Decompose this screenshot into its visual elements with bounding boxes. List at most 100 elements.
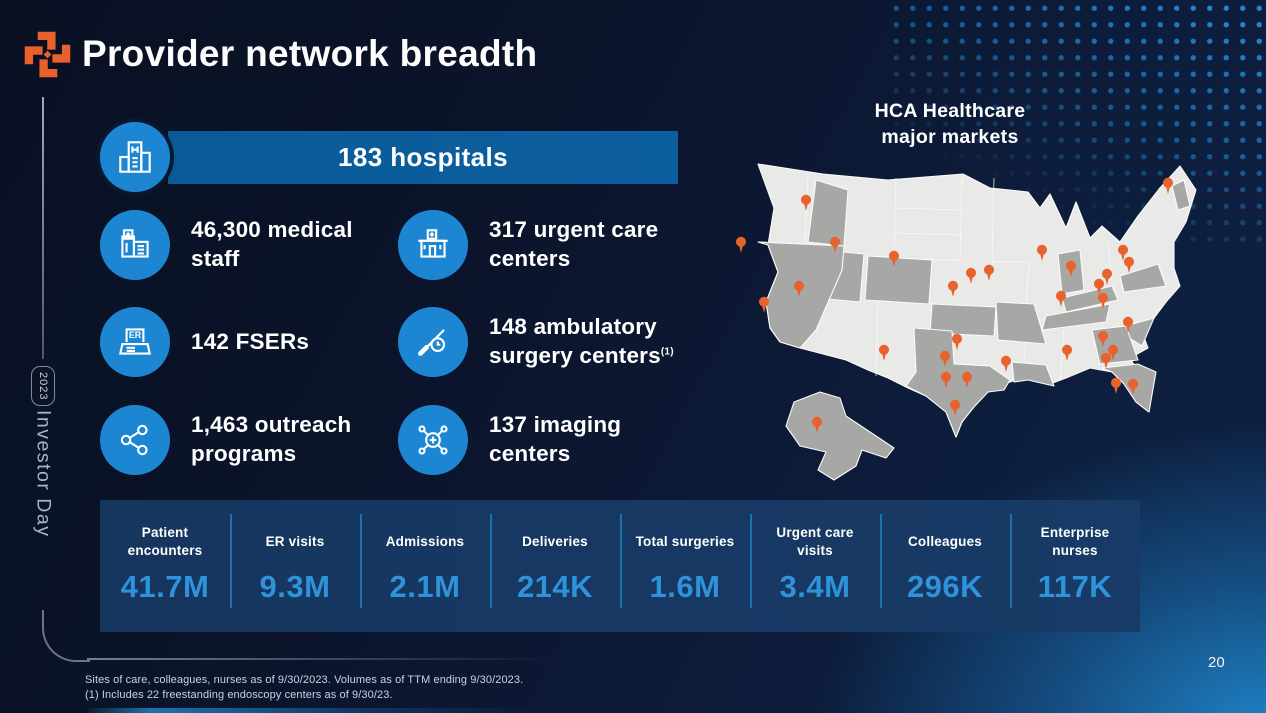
metric-label: Admissions: [385, 533, 465, 549]
metric-value: 214K: [516, 569, 594, 604]
map-pin: [1102, 268, 1112, 285]
hospitals-banner: 183 hospitals: [168, 131, 678, 184]
map-pin: [984, 264, 994, 281]
map-pin: [1098, 292, 1108, 309]
stat-line: surgery centers(1): [489, 342, 674, 371]
metric-value: 41.7M: [120, 569, 210, 604]
stat-text: 142 FSERs: [191, 328, 309, 357]
map-pin: [889, 250, 899, 267]
map-pin: [948, 280, 958, 297]
map-pin: [940, 350, 950, 367]
map-pin: [1062, 344, 1072, 361]
urgent-care-center-icon: [398, 210, 468, 280]
metric-enterprise-nurses: Enterprise nurses 117K: [1010, 500, 1140, 632]
map-pin: [1098, 330, 1108, 347]
map-title-line1: HCA Healthcare: [874, 100, 1026, 122]
medical-staff-building-icon: [100, 210, 170, 280]
svg-text:ER: ER: [129, 330, 142, 340]
stat-urgent-care: 317 urgent care centers: [398, 208, 658, 282]
imaging-center-icon: [398, 405, 468, 475]
metric-value: 296K: [906, 569, 984, 604]
stat-medical-staff: 46,300 medical staff: [100, 208, 353, 282]
stat-imaging-centers: 137 imaging centers: [398, 403, 621, 477]
map-pin: [962, 371, 972, 388]
footnote: Sites of care, colleagues, nurses as of …: [85, 673, 523, 703]
metric-label: Total surgeries: [635, 533, 735, 549]
metric-value: 9.3M: [259, 569, 331, 604]
metric-total-surgeries: Total surgeries 1.6M: [620, 500, 750, 632]
metric-deliveries: Deliveries 214K: [490, 500, 620, 632]
metrics-bar: Patient encounters 41.7M ER visits 9.3M A…: [100, 500, 1140, 632]
map-pin: [1037, 244, 1047, 261]
stat-line: centers: [489, 246, 571, 271]
rail-line: [42, 97, 44, 359]
map-pin: [941, 371, 951, 388]
map-pin: [950, 399, 960, 416]
map-pin: [966, 267, 976, 284]
map-pin: [1066, 260, 1076, 277]
metric-colleagues: Colleagues 296K: [880, 500, 1010, 632]
map-pins-layer: [736, 177, 1173, 433]
stat-line: 46,300 medical: [191, 217, 353, 243]
map-pin: [1094, 278, 1104, 295]
rail-curve: [42, 610, 90, 662]
page-title: Provider network breadth: [82, 33, 538, 74]
stat-text: 1,463 outreach programs: [191, 411, 351, 468]
bottom-accent-strip: [88, 708, 540, 713]
map-pin: [736, 236, 746, 253]
hca-cross-logo-icon: [24, 31, 71, 78]
stat-text: 317 urgent care centers: [489, 216, 658, 273]
stat-text: 137 imaging centers: [489, 411, 621, 468]
map-pin: [830, 236, 840, 253]
page-number: 20: [1208, 654, 1225, 671]
footnote-marker: (1): [660, 346, 674, 358]
metric-label: Colleagues: [907, 533, 983, 549]
metric-value: 3.4M: [779, 569, 851, 604]
stat-line: programs: [191, 441, 297, 466]
metric-label: Enterprise nurses: [1040, 524, 1110, 558]
map-pin: [759, 296, 769, 313]
map-pin: [794, 280, 804, 297]
metric-label: Deliveries: [522, 533, 588, 549]
map-pin: [1124, 256, 1134, 273]
map-title: HCA Healthcare major markets: [820, 99, 1080, 150]
footnote-line2: (1) Includes 22 freestanding endoscopy c…: [85, 688, 393, 701]
stat-line: centers: [489, 441, 571, 466]
metric-label: Urgent care visits: [776, 524, 854, 558]
major-market-states: [757, 179, 1191, 481]
investor-day-label: Investor Day: [32, 410, 55, 538]
outreach-share-icon: [100, 405, 170, 475]
stat-line: 148 ambulatory: [489, 314, 657, 340]
map-pin: [1128, 378, 1138, 395]
year-badge-text: 2023: [37, 371, 49, 401]
fser-building-icon: ER: [100, 307, 170, 377]
metric-value: 2.1M: [389, 569, 461, 604]
hospitals-banner-text: 183 hospitals: [338, 142, 508, 172]
map-pin: [1118, 244, 1128, 261]
map-pin: [1001, 355, 1011, 372]
map-pin: [1111, 377, 1121, 394]
stat-line-text: surgery centers: [489, 343, 661, 368]
map-pin: [879, 344, 889, 361]
hospital-building-icon: [100, 122, 170, 192]
metric-er-visits: ER visits 9.3M: [230, 500, 360, 632]
alaska: [785, 391, 895, 481]
map-pin: [1056, 290, 1066, 307]
stat-line: 317 urgent care: [489, 217, 659, 243]
stat-fsers: ER 142 FSERs: [100, 305, 309, 379]
stat-text: 46,300 medical staff: [191, 216, 353, 273]
metric-value: 117K: [1037, 569, 1113, 604]
metric-admissions: Admissions 2.1M: [360, 500, 490, 632]
stat-line: 1,463 outreach: [191, 412, 352, 438]
metric-value: 1.6M: [649, 569, 721, 604]
year-badge: 2023: [31, 366, 55, 406]
stat-ambulatory-surgery: 148 ambulatory surgery centers(1): [398, 305, 674, 379]
metric-label: ER visits: [265, 533, 325, 549]
map-pin: [1101, 352, 1111, 369]
metric-label: Patient encounters: [127, 524, 203, 558]
map-title-line2: major markets: [881, 125, 1019, 148]
map-pin: [952, 333, 962, 350]
stat-line: 142 FSERs: [191, 328, 310, 354]
us-map: [728, 150, 1266, 500]
